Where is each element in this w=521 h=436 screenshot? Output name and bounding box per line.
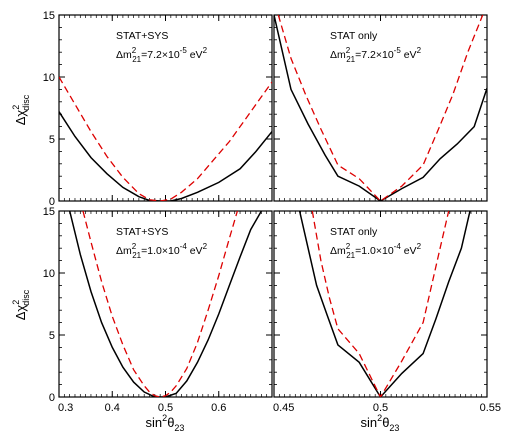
x-axis-title-left: sin2θ23 [146,413,185,433]
label-exp: -5 [394,46,402,55]
label-sup: 2 [132,46,137,55]
panel-frame-top-left [58,14,273,202]
label-unit: eV [187,49,203,61]
panel-frame-bottom-right [273,210,488,398]
label-unit-sup: 2 [417,242,422,251]
x-axis-title-right: sin2θ23 [361,413,400,433]
label-sup: 2 [346,242,351,251]
panel-label-line1: STAT+SYS [116,226,168,238]
panel-label-line2: Δm2 21=7.2×10-5 eV2 [330,46,422,64]
y-tick-label: 5 [49,330,55,342]
series-line-solid [68,211,263,397]
y-tick-label: 15 [43,10,55,22]
label-unit-sup: 2 [417,46,422,55]
label-exp: -4 [180,242,188,251]
label-unit: eV [187,245,203,257]
panel-label-line2: Δm2 21=1.0×10-4 eV2 [330,242,422,260]
x-tick-label: 0.5 [373,402,388,414]
series-line-dashed [82,211,239,397]
y-axis-title-sub: disc [21,289,31,306]
y-tick-label: 0 [49,392,55,404]
panel-label-line2: Δm2 21=7.2×10-5 eV2 [116,46,208,64]
label-tail: =1.0×10 [141,245,180,257]
y-tick-label: 5 [49,134,55,146]
x-tick-label: 0.6 [211,402,226,414]
series-line-solid [298,211,471,397]
x-axis-title-tail: θ [167,415,174,430]
label-sup: 2 [132,242,137,251]
label-unit: eV [401,245,417,257]
x-axis-title-sup: 2 [162,413,167,423]
label-main: Δm [330,49,346,61]
x-axis-title-main: sin [146,415,163,430]
x-axis-title-tail: θ [382,415,389,430]
series-line-dashed [59,76,272,201]
y-axis-title-sub: disc [21,94,31,111]
panel-label-line2: Δm2 21=1.0×10-4 eV2 [116,242,208,260]
y-axis-title-sup: 2 [11,105,21,110]
series-line-solid [274,15,487,201]
label-tail: =7.2×10 [141,49,180,61]
y-tick-label: 10 [43,268,55,280]
label-main: Δm [116,245,132,257]
y-axis-title-top: Δχ2disc [11,94,31,125]
label-unit-sup: 2 [203,242,208,251]
y-tick-label: 0 [49,196,55,208]
panel-frame-top-right [273,14,488,202]
label-exp: -5 [180,46,188,55]
x-axis-title-sub: 23 [174,423,184,433]
x-axis-title-sup: 2 [377,413,382,423]
y-axis-title-main: Δχ [13,305,28,321]
y-tick-label: 15 [43,206,55,218]
x-axis-title-sub: 23 [389,423,399,433]
y-axis-title-main: Δχ [13,110,28,126]
label-sub: 21 [132,55,141,64]
x-tick-label: 0.5 [158,402,173,414]
label-unit: eV [401,49,417,61]
y-axis-title-bottom: Δχ2disc [11,289,31,320]
y-tick-label: 10 [43,72,55,84]
label-unit-sup: 2 [203,46,208,55]
panel-frame-bottom-left [58,210,273,398]
panel-label-line1: STAT only [330,226,378,238]
label-sup: 2 [346,46,351,55]
label-main: Δm [116,49,132,61]
x-tick-label: 0.55 [480,402,501,414]
label-sub: 21 [346,55,355,64]
label-tail: =1.0×10 [355,245,394,257]
label-main: Δm [330,245,346,257]
series-line-solid [59,111,272,201]
x-tick-label: 0.45 [273,402,294,414]
label-sub: 21 [346,251,355,260]
label-tail: =7.2×10 [355,49,394,61]
label-sub: 21 [132,251,141,260]
panel-label-line1: STAT+SYS [116,30,168,42]
x-tick-label: 0.3 [58,402,73,414]
y-axis-title-sup: 2 [11,300,21,305]
panel-label-line1: STAT only [330,30,378,42]
label-exp: -4 [394,242,402,251]
x-axis-title-main: sin [361,415,378,430]
x-tick-label: 0.4 [105,402,120,414]
